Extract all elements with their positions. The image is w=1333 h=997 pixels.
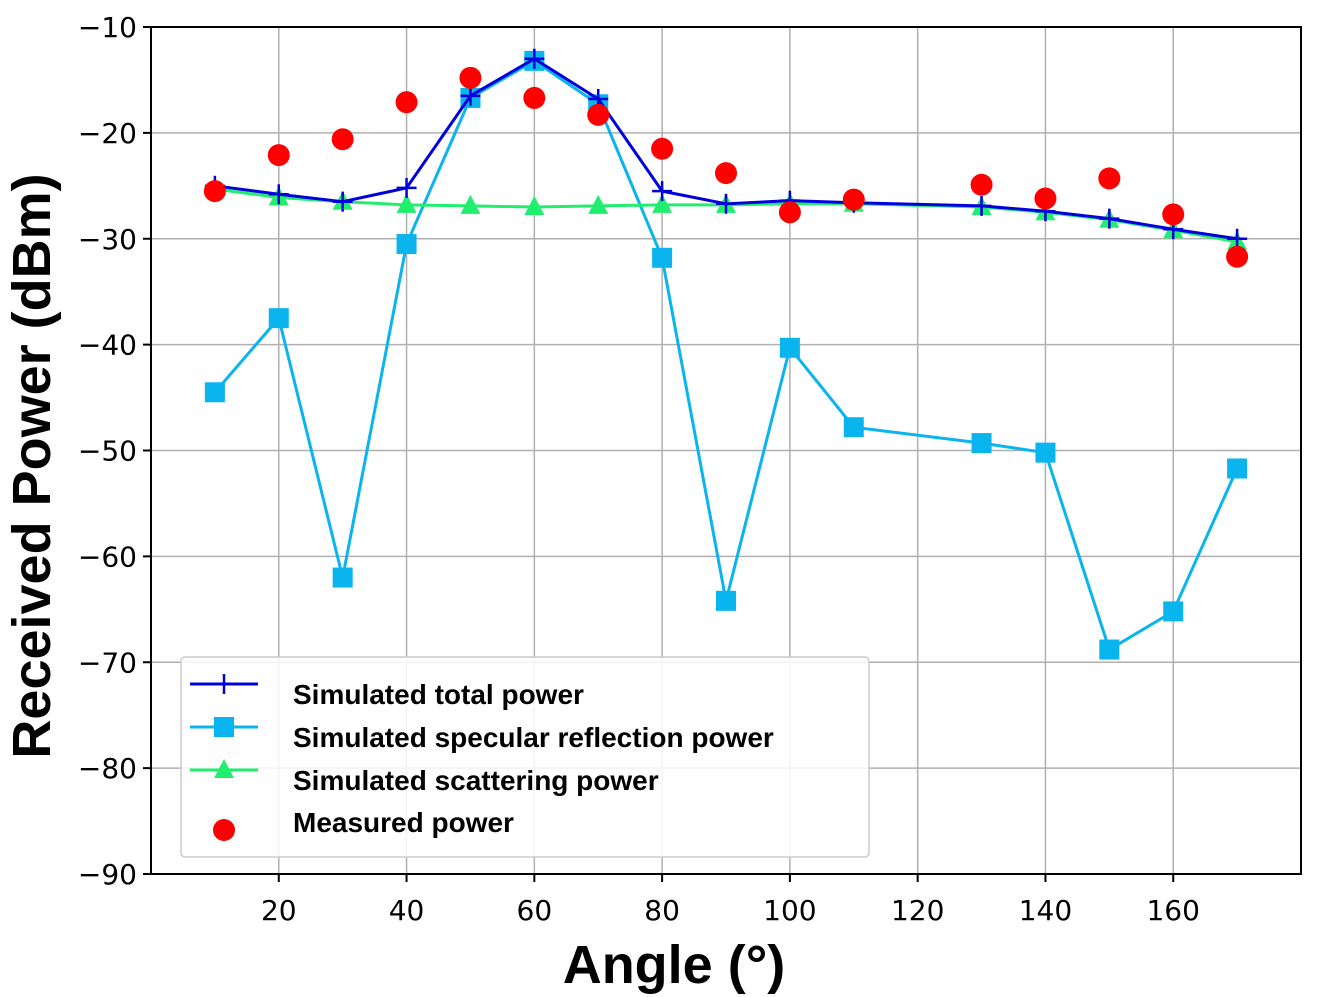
specular-power-point [1099, 639, 1120, 660]
x-tick-label: 120 [891, 894, 944, 927]
measured-power-point [1098, 167, 1121, 190]
legend-label-measured-power: Measured power [293, 807, 514, 838]
total-power-point [652, 181, 673, 202]
x-axis-title: Angle (°) [563, 935, 786, 995]
measured-power-point [523, 86, 546, 109]
specular-power-point [332, 567, 353, 588]
measured-power-point [459, 66, 482, 89]
legend-entry-specular-power: Simulated specular reflection power [190, 717, 774, 753]
series-measured-power [203, 66, 1249, 268]
legend-marker-scattering-power [214, 759, 234, 778]
measured-power-point [1034, 187, 1057, 210]
total-power-point [524, 48, 545, 69]
total-power-point [971, 195, 992, 216]
x-tick-label: 80 [644, 894, 680, 927]
y-tick-label: −80 [78, 752, 137, 785]
measured-power-point [203, 180, 226, 203]
legend-label-total-power: Simulated total power [293, 679, 584, 710]
specular-power-point [716, 590, 736, 611]
series-specular-power [204, 50, 1248, 660]
x-tick-label: 20 [261, 894, 297, 927]
specular-power-point [779, 337, 800, 358]
total-power-point [1227, 228, 1248, 249]
legend-marker-total-power [214, 674, 234, 694]
legend-label-specular-power: Simulated specular reflection power [293, 722, 774, 753]
measured-power-point [331, 128, 354, 151]
legend-label-scattering-power: Simulated scattering power [293, 765, 659, 796]
specular-power-point [268, 308, 289, 329]
y-tick-label: −10 [78, 11, 137, 44]
specular-power-line [213, 59, 1239, 652]
y-axis-title: Received Power (dBm) [2, 173, 62, 758]
specular-power-point [652, 247, 673, 268]
measured-power-point [715, 162, 737, 185]
measured-power-point [587, 103, 610, 126]
legend-marker-measured-power [213, 819, 235, 841]
scattering-power-point [396, 193, 417, 213]
measured-power-point [970, 173, 993, 196]
measured-power-point [651, 137, 674, 160]
axis-ticks: 20 40 60 80 100 120 140 160 −10 −20 −30 −40 −50 −60 −7… [78, 11, 1200, 927]
legend-entry-scattering-power: Simulated scattering power [190, 759, 659, 796]
y-tick-label: −20 [78, 117, 137, 150]
legend-entry-total-power: Simulated total power [190, 674, 584, 710]
total-power-line [214, 57, 1238, 241]
total-power-point [1099, 208, 1120, 229]
scattering-power-point [652, 193, 673, 213]
measured-power-point [842, 188, 865, 211]
specular-power-point [204, 382, 225, 403]
total-power-point [396, 177, 417, 198]
y-tick-label: −60 [78, 540, 137, 573]
specular-power-point [1227, 458, 1248, 479]
scattering-power-point [588, 194, 609, 214]
x-tick-label: 60 [517, 894, 553, 927]
legend-entry-measured-power: Measured power [213, 807, 514, 841]
y-tick-label: −30 [78, 223, 137, 256]
total-power-point [716, 193, 736, 214]
total-power-point [268, 184, 289, 205]
y-tick-label: −50 [78, 435, 137, 468]
measured-power-point [1162, 203, 1185, 226]
measured-power-point [395, 91, 418, 114]
x-tick-label: 160 [1146, 894, 1199, 927]
total-power-point [460, 85, 481, 106]
y-tick-label: −70 [78, 646, 137, 679]
scattering-power-point [460, 194, 481, 214]
y-tick-label: −90 [78, 858, 137, 891]
legend: Simulated total power Simulated specular … [180, 656, 870, 858]
specular-power-point [971, 433, 992, 454]
legend-marker-specular-power [214, 717, 234, 737]
scattering-power-point [524, 195, 545, 215]
specular-power-point [1035, 442, 1056, 463]
x-tick-label: 140 [1019, 894, 1072, 927]
measured-power-point [267, 144, 290, 167]
y-tick-label: −40 [78, 329, 137, 362]
plot-series [203, 48, 1249, 660]
total-power-point [332, 191, 353, 212]
specular-power-point [1163, 601, 1184, 622]
measured-power-point [1226, 245, 1249, 268]
x-tick-label: 100 [763, 894, 816, 927]
x-tick-label: 40 [389, 894, 425, 927]
legend-box [180, 656, 870, 858]
specular-power-point [843, 417, 864, 438]
measured-power-point [778, 201, 801, 224]
specular-power-point [396, 234, 417, 255]
